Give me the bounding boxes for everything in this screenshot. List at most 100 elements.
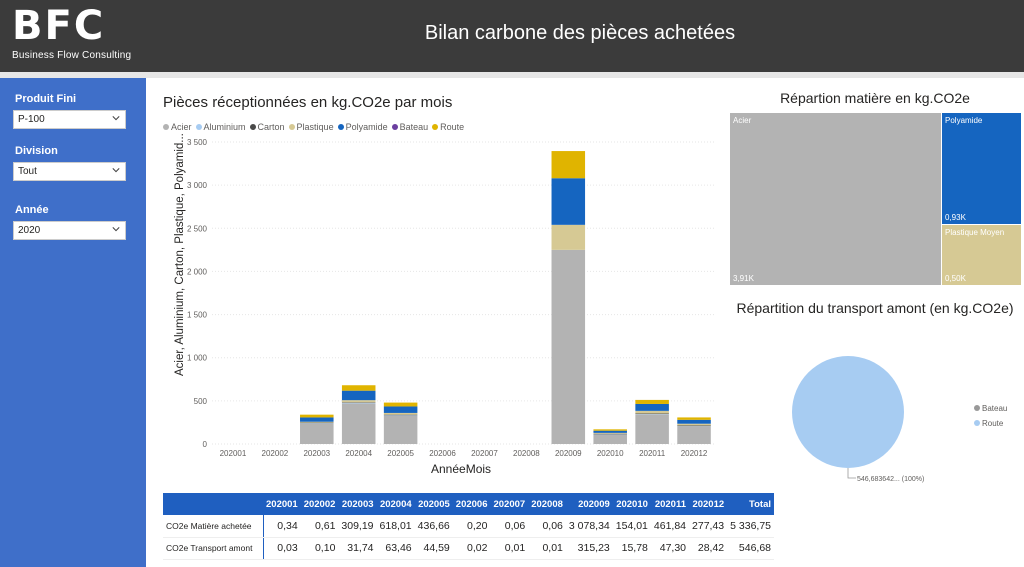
column-header[interactable]: 202001 — [263, 493, 301, 515]
pie-slice-route[interactable] — [792, 356, 904, 468]
table-cell: 0,06 — [528, 515, 566, 538]
legend-item-acier[interactable]: Acier — [163, 122, 192, 132]
column-header[interactable]: Total — [727, 493, 775, 515]
treemap-tile-plastique[interactable]: Plastique Moyen 0,50K — [942, 225, 1021, 285]
bar-segment-polyamide-202004[interactable] — [341, 390, 376, 401]
division-dropdown[interactable]: Tout — [13, 162, 126, 181]
pie-legend-item-bateau[interactable]: Bateau — [974, 404, 1007, 413]
legend-item-bateau[interactable]: Bateau — [391, 122, 429, 132]
produit-dropdown-value: P-100 — [18, 114, 45, 125]
bar-segment-carton-202012[interactable] — [677, 425, 711, 426]
bar-segment-carton-202010[interactable] — [593, 433, 627, 435]
x-tick-label: 202010 — [597, 449, 624, 458]
column-header[interactable]: 202005 — [414, 493, 453, 515]
bar-segment-acier-202012[interactable] — [677, 425, 711, 444]
legend-item-polyamide[interactable]: Polyamide — [337, 122, 388, 132]
bar-segment-acier-202010[interactable] — [593, 434, 627, 444]
bar-segment-plastique-202011[interactable] — [635, 410, 669, 414]
bar-chart[interactable]: 0 500 1 000 1 500 2 000 2 500 3 000 3 500 202001… — [160, 135, 720, 460]
bar-segment-polyamide-202003[interactable] — [300, 417, 334, 422]
legend-item-aluminium[interactable]: Aluminium — [195, 122, 246, 132]
bar-segment-polyamide-202011[interactable] — [635, 403, 669, 411]
bar-segment-aluminium-202011[interactable] — [635, 413, 669, 415]
table-cell: 0,03 — [263, 537, 301, 560]
column-header[interactable]: 202011 — [650, 493, 690, 515]
pie-chart-title: Répartition du transport amont (en kg.CO… — [736, 300, 1014, 316]
bar-segment-polyamide-202005[interactable] — [383, 406, 418, 413]
legend-item-plastique[interactable]: Plastique — [288, 122, 334, 132]
column-header[interactable]: 202003 — [338, 493, 377, 515]
division-dropdown-value: Tout — [18, 166, 37, 177]
table-cell: 546,68 — [727, 537, 775, 560]
bar-segment-polyamide-202010[interactable] — [593, 430, 627, 433]
bar-segment-plastique-202012[interactable] — [677, 423, 711, 426]
bar-segment-acier-202003[interactable] — [300, 423, 334, 444]
legend-label: Aluminium — [203, 122, 246, 132]
bar-segment-aluminium-202003[interactable] — [300, 422, 334, 424]
legend-label: Bateau — [399, 122, 429, 132]
bar-segment-polyamide-202012[interactable] — [677, 419, 711, 424]
table-row: CO2e Transport amont 0,03 0,10 31,74 63,46 44… — [163, 537, 775, 560]
bar-segment-carton-202005[interactable] — [383, 414, 418, 416]
y-tick-label: 1 000 — [187, 354, 208, 363]
treemap-tile-polyamide[interactable]: Polyamide 0,93K — [942, 113, 1021, 224]
legend-dot — [974, 420, 980, 426]
table-cell: 0,01 — [490, 537, 529, 560]
bar-segment-route-202009[interactable] — [551, 151, 586, 179]
legend-dot — [195, 124, 202, 130]
y-tick-label: 500 — [194, 397, 208, 406]
bar-segment-polyamide-202009[interactable] — [551, 178, 586, 225]
bar-segment-route-202003[interactable] — [300, 414, 334, 418]
bar-segment-carton-202003[interactable] — [300, 422, 334, 424]
bar-segment-aluminium-202005[interactable] — [383, 415, 418, 416]
bar-segment-route-202005[interactable] — [383, 402, 418, 407]
bar-chart-title: Pièces réceptionnées en kg.CO2e par mois — [163, 94, 453, 111]
bar-segment-plastique-202003[interactable] — [300, 421, 334, 423]
annee-dropdown[interactable]: 2020 — [13, 221, 126, 240]
bar-segment-aluminium-202004[interactable] — [341, 402, 376, 404]
column-header[interactable]: 202006 — [452, 493, 491, 515]
x-tick-label: 202004 — [345, 449, 372, 458]
filter-label-division: Division — [15, 145, 58, 157]
column-header[interactable]: 202010 — [612, 493, 651, 515]
bar-segment-acier-202005[interactable] — [383, 415, 418, 444]
bar-segment-route-202011[interactable] — [635, 399, 669, 404]
bar-segment-route-202012[interactable] — [677, 417, 711, 420]
bar-segment-acier-202011[interactable] — [635, 414, 669, 444]
treemap-title: Répartion matière en kg.CO2e — [780, 90, 970, 106]
column-header[interactable]: 202009 — [565, 493, 613, 515]
bar-segment-plastique-202010[interactable] — [593, 432, 627, 434]
legend-label: Carton — [257, 122, 285, 132]
legend-dot — [163, 124, 169, 130]
column-header[interactable]: 202012 — [689, 493, 728, 515]
treemap-tile-name: Polyamide — [945, 116, 983, 125]
treemap-tile-acier[interactable]: Acier 3,91K — [730, 113, 941, 285]
legend-dot — [974, 405, 980, 411]
legend-item-carton[interactable]: Carton — [249, 122, 285, 132]
bar-segment-acier-202004[interactable] — [341, 403, 376, 444]
table-cell: 28,42 — [689, 537, 728, 560]
column-header[interactable]: 202007 — [490, 493, 529, 515]
bar-segment-route-202004[interactable] — [341, 385, 376, 391]
bar-segment-route-202010[interactable] — [593, 429, 627, 431]
produit-dropdown[interactable]: P-100 — [13, 110, 126, 129]
pie-legend-item-route[interactable]: Route — [974, 419, 1007, 428]
legend-dot — [432, 124, 439, 130]
bar-segment-carton-202004[interactable] — [341, 402, 376, 403]
column-header[interactable]: 202002 — [300, 493, 339, 515]
table-cell: 309,19 — [338, 515, 377, 538]
bar-segment-plastique-202009[interactable] — [551, 224, 586, 250]
table-cell: 0,01 — [528, 537, 566, 560]
bar-segment-plastique-202004[interactable] — [341, 400, 376, 403]
legend-item-route[interactable]: Route — [432, 122, 464, 132]
column-header[interactable]: 202008 — [528, 493, 566, 515]
column-header[interactable]: 202004 — [376, 493, 415, 515]
x-tick-label: 202006 — [429, 449, 456, 458]
bar-segment-acier-202009[interactable] — [551, 249, 586, 444]
table-cell: 0,10 — [300, 537, 339, 560]
co2e-table: 202001 202002 202003 202004 202005 202006 2020… — [163, 493, 775, 560]
bar-segment-plastique-202005[interactable] — [383, 412, 418, 415]
x-tick-label: 202008 — [513, 449, 540, 458]
bar-segment-carton-202011[interactable] — [635, 413, 669, 414]
pie-chart[interactable] — [780, 350, 920, 480]
